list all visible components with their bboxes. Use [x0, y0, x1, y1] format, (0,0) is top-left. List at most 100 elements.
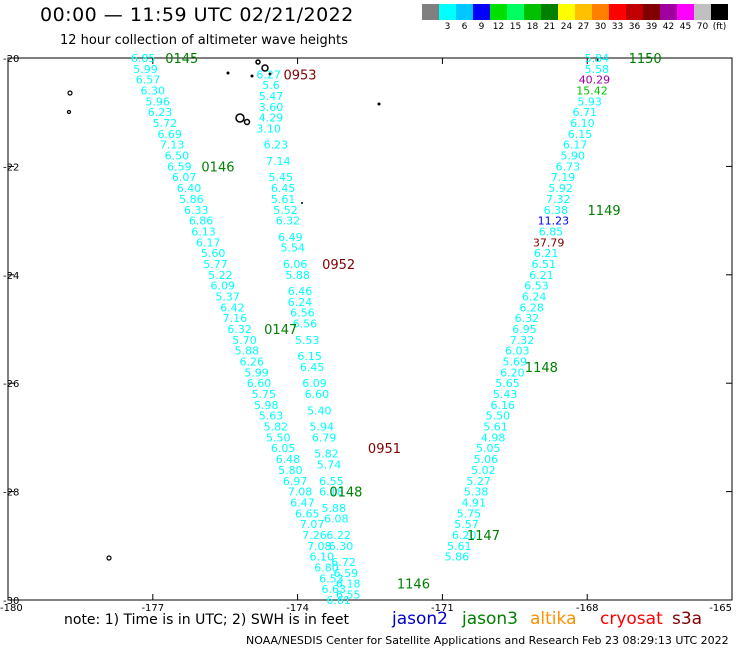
wave-height-value: 5.52 — [273, 204, 298, 217]
wave-height-value: 6.63 — [322, 583, 347, 596]
wave-height-value: 5.06 — [474, 453, 499, 466]
scale-swatch — [711, 4, 728, 20]
wave-height-value: 6.45 — [271, 182, 296, 195]
scale-swatch — [507, 4, 524, 20]
wave-height-value: 11.23 — [538, 215, 570, 228]
wave-height-value: 6.20 — [452, 529, 477, 542]
lon-label: -165 — [709, 603, 732, 614]
scale-label: (ft) — [712, 22, 727, 32]
pass-time-label: 1148 — [525, 361, 558, 376]
wave-height-value: 15.42 — [576, 85, 608, 98]
pass-time-label: 0147 — [264, 323, 297, 338]
scale-swatch — [694, 4, 711, 20]
wave-height-value: 5.40 — [307, 404, 332, 417]
scale-label: 39 — [645, 22, 658, 32]
wave-height-value: 6.10 — [570, 117, 595, 130]
wave-height-value: 7.07 — [300, 518, 325, 531]
wave-height-value: 5.93 — [577, 95, 602, 108]
footer-note: note: 1) Time is in UTC; 2) SWH is in fe… — [64, 612, 350, 628]
pass-time-label: 1149 — [588, 204, 621, 219]
wave-height-value: 6.85 — [539, 225, 564, 238]
wave-height-value: 6.53 — [524, 280, 549, 293]
wave-height-value: 5.50 — [266, 431, 291, 444]
wave-height-value: 5.84 — [585, 52, 610, 65]
wave-height-value: 7.14 — [266, 155, 291, 168]
map-subtitle: 12 hour collection of altimeter wave hei… — [60, 33, 348, 48]
wave-height-value: 5.69 — [503, 356, 528, 369]
wave-height-value: 6.23 — [148, 106, 173, 119]
scale-swatch — [609, 4, 626, 20]
pass-time-label: 1150 — [629, 52, 662, 67]
wave-height-value: 6.80 — [314, 561, 339, 574]
pass-time-label: 1146 — [397, 578, 430, 593]
wave-height-value: 6.69 — [157, 128, 182, 141]
wave-height-value: 5.75 — [457, 507, 482, 520]
lat-label: -30 — [3, 596, 19, 607]
wave-height-value: 6.27 — [256, 68, 281, 81]
wave-height-value: 6.32 — [515, 312, 540, 325]
map-border — [7, 57, 733, 601]
wave-height-value: 6.17 — [563, 139, 588, 152]
wave-height-value: 5.61 — [483, 421, 508, 434]
scale-label: 15 — [509, 22, 522, 32]
pass-time-label: 0952 — [322, 258, 355, 273]
scale-swatch — [626, 4, 643, 20]
wave-height-value: 5.60 — [201, 247, 226, 260]
scale-swatch — [524, 4, 541, 20]
legend-altika: altika — [530, 609, 577, 629]
wave-height-value: 6.24 — [288, 296, 313, 309]
wave-height-value: 6.60 — [305, 388, 330, 401]
island-shape — [67, 90, 73, 96]
island-shape — [235, 113, 245, 123]
wave-height-value: 6.22 — [326, 529, 351, 542]
wave-height-value: 5.54 — [281, 242, 306, 255]
scale-label: 33 — [611, 22, 624, 32]
wave-height-value: 6.21 — [534, 247, 559, 260]
credit-line: NOAA/NESDIS Center for Satellite Applica… — [246, 634, 580, 647]
wave-height-value: 37.79 — [533, 236, 565, 249]
wave-height-value: 5.75 — [252, 388, 277, 401]
wave-height-value: 6.49 — [278, 231, 303, 244]
wave-height-value: 6.72 — [331, 556, 356, 569]
wave-height-value: 5.38 — [464, 486, 489, 499]
scale-label: 18 — [526, 22, 539, 32]
pass-time-label: 1147 — [467, 529, 500, 544]
wave-height-value: 6.73 — [556, 160, 581, 173]
wave-height-value: 7.32 — [510, 334, 535, 347]
scale-swatch — [643, 4, 660, 20]
scale-swatch — [456, 4, 473, 20]
scale-label: 6 — [461, 22, 468, 32]
wave-height-value: 6.03 — [505, 345, 530, 358]
wave-height-value: 6.05 — [271, 442, 296, 455]
wave-height-value: 6.32 — [276, 215, 301, 228]
altimeter-tracks: 6.855.996.576.305.966.235.726.697.136.50… — [131, 52, 610, 607]
scale-swatch — [558, 4, 575, 20]
wave-height-value: 6.61 — [326, 594, 351, 607]
wave-height-value: 6.60 — [247, 377, 272, 390]
wave-height-value: 6.53 — [319, 572, 344, 585]
generation-timestamp: Feb 23 08:29:13 UTC 2022 — [582, 634, 729, 647]
wave-height-value: 6.79 — [312, 431, 337, 444]
wave-height-value: 7.08 — [288, 486, 313, 499]
wave-height-value: 5.53 — [295, 334, 320, 347]
wave-height-value: 6.20 — [500, 366, 525, 379]
wave-height-value: 5.82 — [264, 421, 289, 434]
wave-height-value: 6.28 — [519, 301, 544, 314]
wave-height-value: 6.30 — [329, 540, 354, 553]
wave-height-value: 6.24 — [522, 290, 547, 303]
wave-height-value: 5.94 — [309, 421, 334, 434]
scale-label: 9 — [478, 22, 485, 32]
scale-label: 36 — [628, 22, 641, 32]
wave-height-value: 6.30 — [141, 85, 166, 98]
wave-height-value: 4.98 — [481, 431, 506, 444]
wave-height-value: 5.22 — [208, 269, 233, 282]
island-shape — [255, 59, 261, 65]
scale-swatch — [473, 4, 490, 20]
wave-height-value: 5.77 — [203, 258, 228, 271]
island-shape — [268, 72, 272, 76]
wave-height-value: 5.37 — [215, 290, 240, 303]
island-shape — [250, 74, 254, 78]
wave-height-value: 5.74 — [317, 459, 342, 472]
wave-height-value: 6.06 — [283, 258, 308, 271]
